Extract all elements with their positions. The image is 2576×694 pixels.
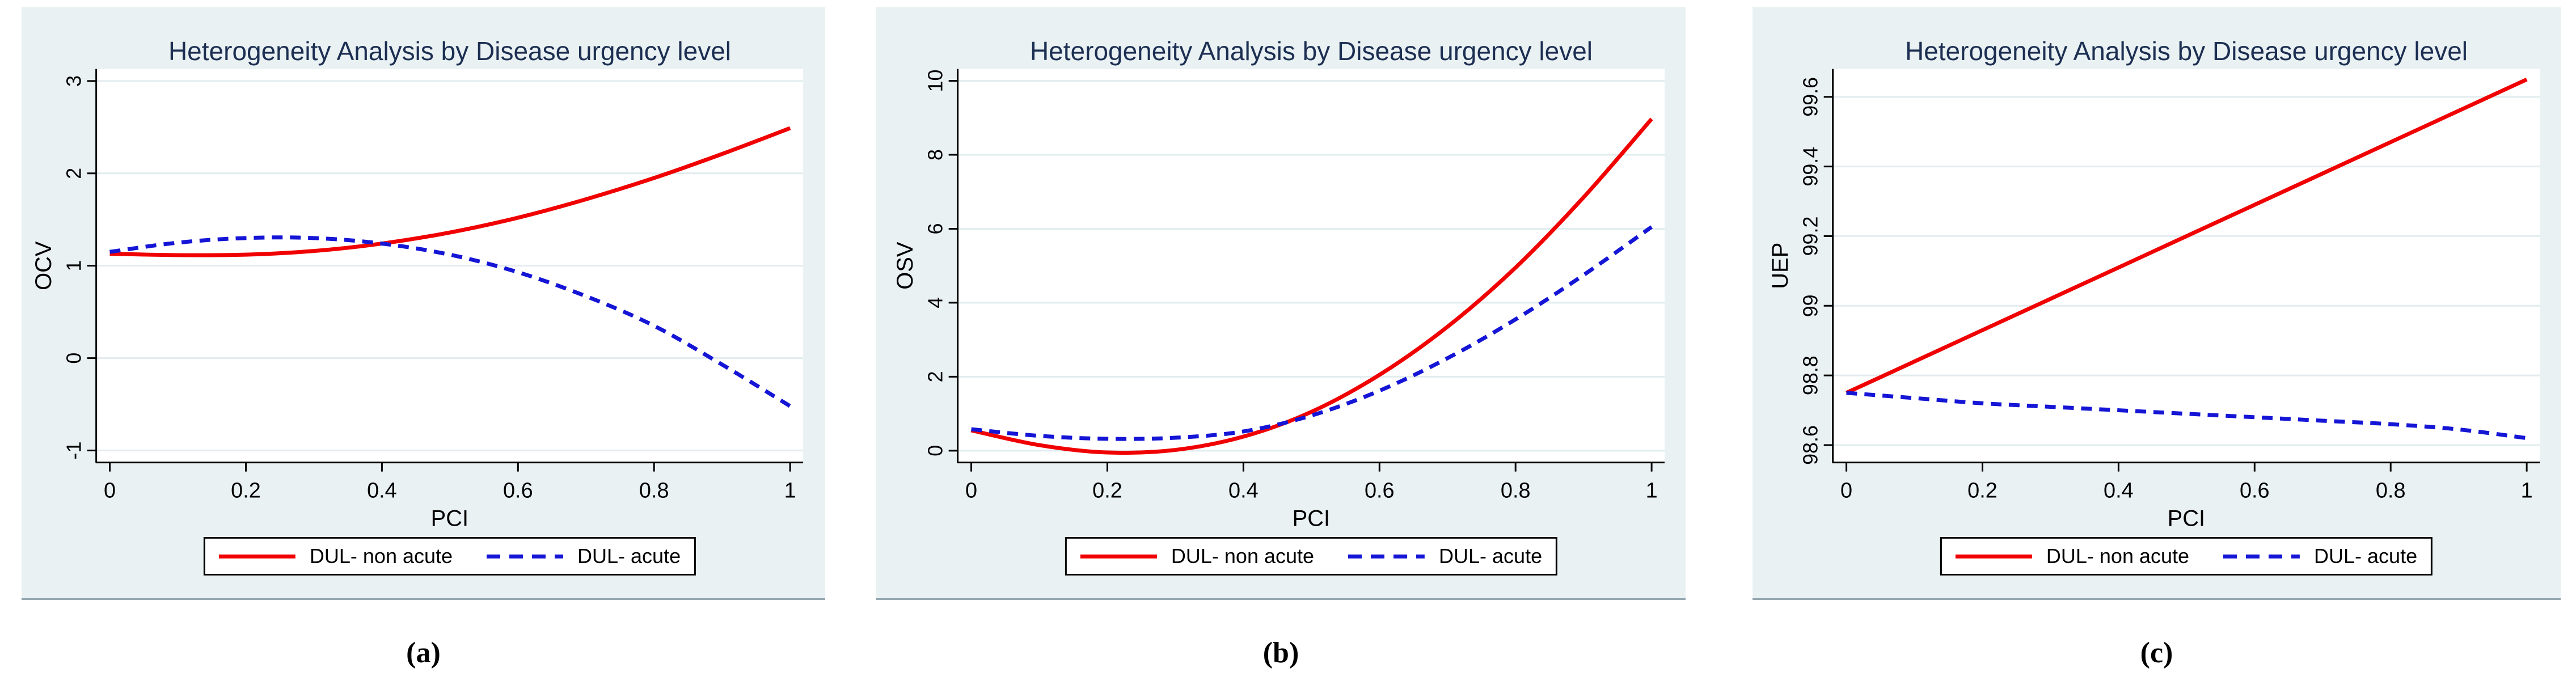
x-tick-label: 0.4 xyxy=(2104,479,2134,503)
x-tick-label: 1 xyxy=(2521,479,2533,503)
legend-item-non-acute: DUL- non acute xyxy=(1080,544,1314,568)
y-tick-label: 0 xyxy=(62,353,85,364)
y-tick-label: 10 xyxy=(924,70,947,92)
y-tick-label: 8 xyxy=(924,149,947,160)
x-tick-label: 0.4 xyxy=(1228,479,1259,503)
x-tick-label: 1 xyxy=(1646,479,1658,503)
x-axis-title: PCI xyxy=(1293,506,1330,531)
subfigure-caption-c: (c) xyxy=(2140,637,2173,669)
line-chart: 99.6 99.4 99.2 99 98.8 98.6 0 0.2 0.4 0.6 0.8 1 UEP P… xyxy=(1768,69,2540,531)
blue-dashed-line-swatch xyxy=(1348,554,1425,558)
y-tick-label: 4 xyxy=(924,297,947,308)
y-tick-label: 99.4 xyxy=(1799,147,1822,187)
subfigure-caption-b: (b) xyxy=(1262,637,1299,669)
chart-title: Heterogeneity Analysis by Disease urgenc… xyxy=(1029,36,1593,66)
red-solid-line-swatch xyxy=(218,554,295,558)
figure-panel-b: Heterogeneity Analysis by Disease urgenc… xyxy=(876,7,1686,600)
legend: DUL- non acute DUL- acute xyxy=(1940,537,2433,575)
y-tick-label: 98.8 xyxy=(1799,356,1822,395)
y-tick-label: 99.2 xyxy=(1799,217,1822,256)
plot-area xyxy=(957,69,1665,463)
y-tick-label: 99.6 xyxy=(1799,77,1822,117)
legend: DUL- non acute DUL- acute xyxy=(1065,537,1558,575)
y-axis-title: UEP xyxy=(1768,243,1793,289)
series-acute-curve xyxy=(971,225,1653,441)
y-tick-label: 3 xyxy=(62,75,85,87)
x-tick-label: 0 xyxy=(965,479,977,503)
x-axis-title: PCI xyxy=(2168,506,2205,531)
x-tick-label: 0.6 xyxy=(503,479,533,503)
legend-label-acute: DUL- acute xyxy=(577,544,681,568)
y-axis-title: OSV xyxy=(893,242,918,290)
y-tick-label: -1 xyxy=(62,442,85,460)
line-chart: 3 2 1 0 -1 0 0.2 0.4 0.6 0.8 1 OCV PCI xyxy=(31,69,804,531)
legend-label-acute: DUL- acute xyxy=(1439,544,1543,568)
figure-panel-a: Heterogeneity Analysis by Disease urgenc… xyxy=(22,7,825,600)
legend: DUL- non acute DUL- acute xyxy=(203,537,696,575)
plot-area xyxy=(1832,69,2540,463)
x-tick-label: 0 xyxy=(104,479,116,503)
x-tick-label: 0.2 xyxy=(1092,479,1122,503)
x-tick-label: 0.4 xyxy=(367,479,397,503)
x-tick-label: 0.2 xyxy=(1967,479,1998,503)
x-tick-label: 0.6 xyxy=(2240,479,2270,503)
y-axis-title: OCV xyxy=(31,241,56,290)
red-solid-line-swatch xyxy=(1955,554,2032,558)
subfigure-caption-a: (a) xyxy=(406,637,441,669)
x-tick-label: 0.8 xyxy=(639,479,669,503)
y-tick-label: 1 xyxy=(62,260,85,272)
legend-label-non-acute: DUL- non acute xyxy=(2046,544,2190,568)
y-tick-label: 99 xyxy=(1799,294,1822,317)
legend-item-acute: DUL- acute xyxy=(487,544,681,568)
blue-dashed-line-swatch xyxy=(2223,554,2300,558)
legend-label-non-acute: DUL- non acute xyxy=(1171,544,1315,568)
legend-item-acute: DUL- acute xyxy=(2223,544,2417,568)
figure-panel-c: Heterogeneity Analysis by Disease urgenc… xyxy=(1752,7,2561,600)
y-tick-label: 6 xyxy=(924,223,947,234)
chart-title: Heterogeneity Analysis by Disease urgenc… xyxy=(168,36,732,66)
y-tick-label: 2 xyxy=(924,371,947,382)
series-non-acute-curve xyxy=(109,126,791,257)
x-axis-title: PCI xyxy=(431,506,468,531)
y-tick-label: 98.6 xyxy=(1799,425,1822,465)
series-non-acute-curve xyxy=(1846,77,2528,395)
series-non-acute-curve xyxy=(970,117,1653,455)
blue-dashed-line-swatch xyxy=(487,554,564,558)
x-tick-label: 0 xyxy=(1840,479,1852,503)
x-tick-label: 0.2 xyxy=(231,479,261,503)
legend-item-non-acute: DUL- non acute xyxy=(218,544,453,568)
series-acute-curve xyxy=(1846,391,2527,441)
line-chart: 10 8 6 4 2 0 0 0.2 0.4 0.6 0.8 1 OSV PCI xyxy=(893,69,1665,531)
x-tick-label: 0.6 xyxy=(1365,479,1395,503)
legend-item-non-acute: DUL- non acute xyxy=(1955,544,2190,568)
legend-label-acute: DUL- acute xyxy=(2314,544,2418,568)
x-tick-label: 1 xyxy=(784,479,796,503)
series-acute-curve xyxy=(109,235,791,408)
x-tick-label: 0.8 xyxy=(2376,479,2406,503)
red-solid-line-swatch xyxy=(1080,554,1157,558)
legend-label-non-acute: DUL- non acute xyxy=(309,544,453,568)
y-tick-label: 2 xyxy=(62,168,85,179)
y-tick-label: 0 xyxy=(924,445,947,456)
x-tick-label: 0.8 xyxy=(1501,479,1531,503)
legend-item-acute: DUL- acute xyxy=(1348,544,1542,568)
chart-title: Heterogeneity Analysis by Disease urgenc… xyxy=(1904,36,2468,66)
